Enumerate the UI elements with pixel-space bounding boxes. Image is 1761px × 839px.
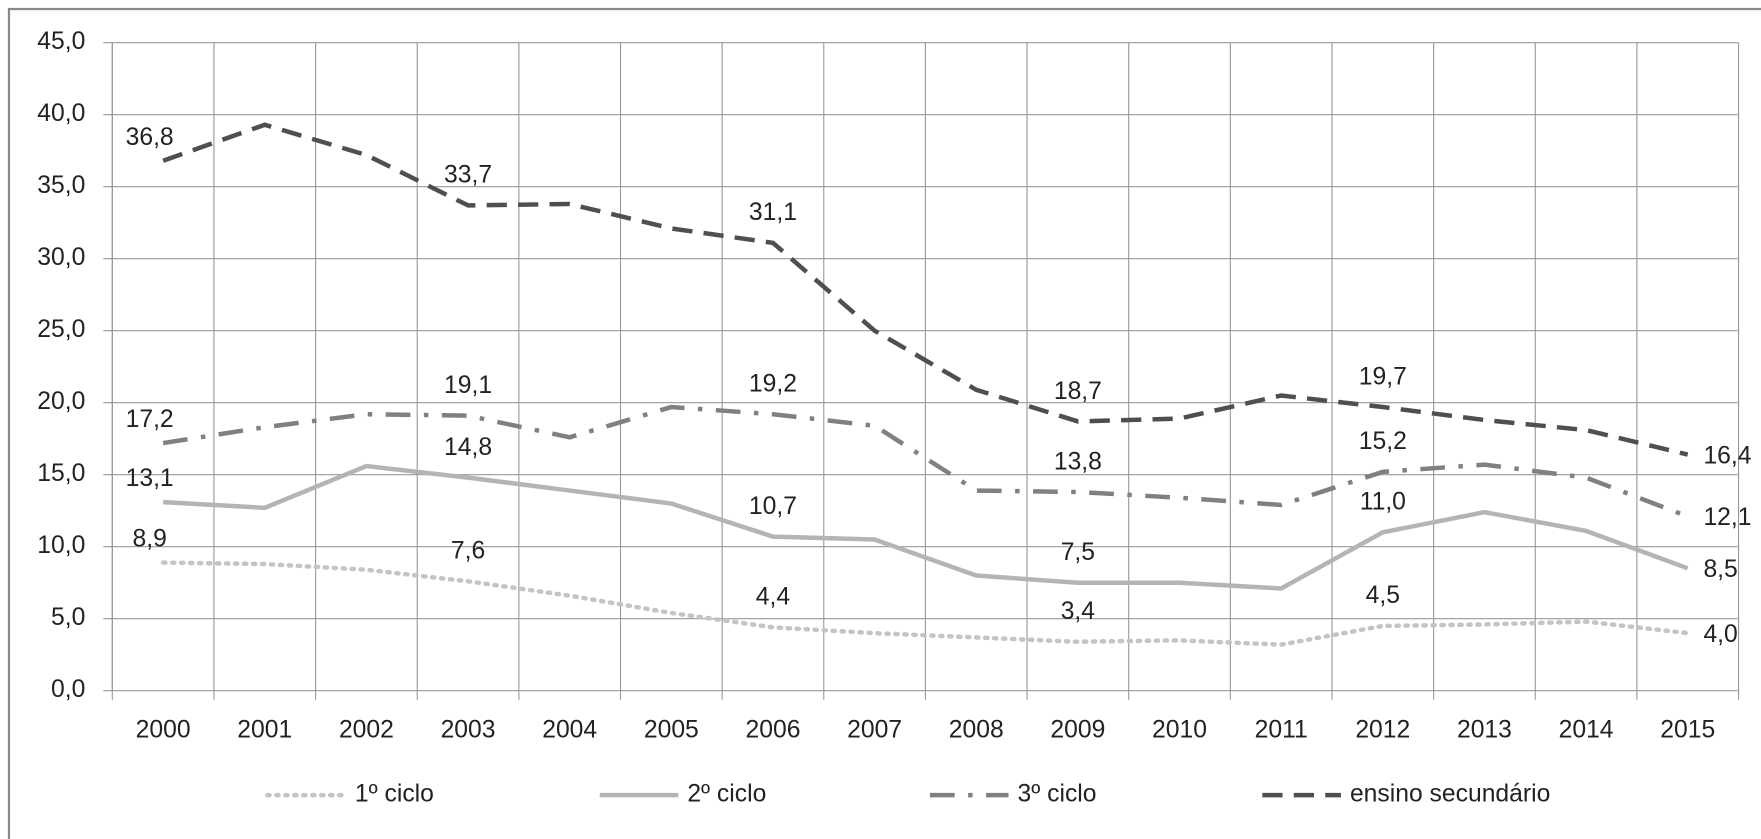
x-tick-label: 2014 xyxy=(1559,717,1614,744)
x-tick-label: 2011 xyxy=(1255,717,1308,744)
series-line xyxy=(162,122,1689,457)
data-label: 11,0 xyxy=(1360,489,1406,516)
data-label: 13,1 xyxy=(126,465,174,492)
x-tick-label: 2003 xyxy=(441,717,496,744)
data-label: 36,8 xyxy=(126,124,174,151)
y-tick-label: 40,0 xyxy=(37,100,85,127)
y-tick-label: 45,0 xyxy=(37,28,85,55)
y-tick-label: 20,0 xyxy=(37,388,85,415)
x-tick-label: 2013 xyxy=(1457,717,1512,744)
y-tick-label: 0,0 xyxy=(51,676,85,703)
y-tick-label: 35,0 xyxy=(37,172,85,199)
data-label: 13,8 xyxy=(1054,448,1102,475)
data-label: 3,4 xyxy=(1061,598,1095,625)
series-line xyxy=(163,463,1689,591)
data-label: 17,2 xyxy=(126,406,174,433)
x-tick-label: 2004 xyxy=(542,717,597,744)
x-tick-label: 2007 xyxy=(847,717,902,744)
x-tick-label: 2005 xyxy=(644,717,699,744)
x-tick-label: 2009 xyxy=(1050,717,1105,744)
x-tick-label: 2010 xyxy=(1152,717,1207,744)
data-label: 19,7 xyxy=(1359,363,1407,390)
legend-label: 1º ciclo xyxy=(355,781,434,808)
data-label: 33,7 xyxy=(444,162,492,189)
data-label: 16,4 xyxy=(1703,442,1751,469)
legend-label: ensino secundário xyxy=(1350,781,1550,808)
data-label: 18,7 xyxy=(1054,378,1102,405)
data-label: 10,7 xyxy=(749,493,797,520)
x-tick-label: 2015 xyxy=(1660,717,1715,744)
x-tick-label: 2002 xyxy=(339,717,394,744)
legend-label: 2º ciclo xyxy=(687,781,766,808)
data-label: 31,1 xyxy=(749,199,797,226)
x-tick-label: 2000 xyxy=(136,717,191,744)
series-line xyxy=(160,560,1690,647)
data-label: 4,0 xyxy=(1703,621,1737,648)
y-tick-label: 25,0 xyxy=(37,316,85,343)
x-tick-label: 2008 xyxy=(949,717,1004,744)
series-line xyxy=(162,404,1689,519)
data-label: 7,5 xyxy=(1061,539,1095,566)
x-tick-label: 2006 xyxy=(746,717,801,744)
data-label: 4,4 xyxy=(756,584,790,611)
y-tick-label: 30,0 xyxy=(37,244,85,271)
x-tick-label: 2012 xyxy=(1355,717,1410,744)
data-label: 12,1 xyxy=(1703,504,1751,531)
chart-frame xyxy=(7,7,1761,839)
legend-label: 3º ciclo xyxy=(1018,781,1097,808)
data-label: 8,5 xyxy=(1703,556,1737,583)
x-tick-label: 2001 xyxy=(237,717,292,744)
data-label: 4,5 xyxy=(1366,582,1400,609)
data-label: 19,1 xyxy=(444,372,492,399)
y-tick-label: 5,0 xyxy=(51,604,85,631)
data-label: 19,2 xyxy=(749,371,797,398)
data-label: 15,2 xyxy=(1359,428,1407,455)
y-tick-label: 10,0 xyxy=(37,532,85,559)
data-label: 7,6 xyxy=(451,538,485,565)
data-label: 14,8 xyxy=(444,434,492,461)
y-tick-label: 15,0 xyxy=(37,460,85,487)
data-label: 8,9 xyxy=(132,526,166,553)
